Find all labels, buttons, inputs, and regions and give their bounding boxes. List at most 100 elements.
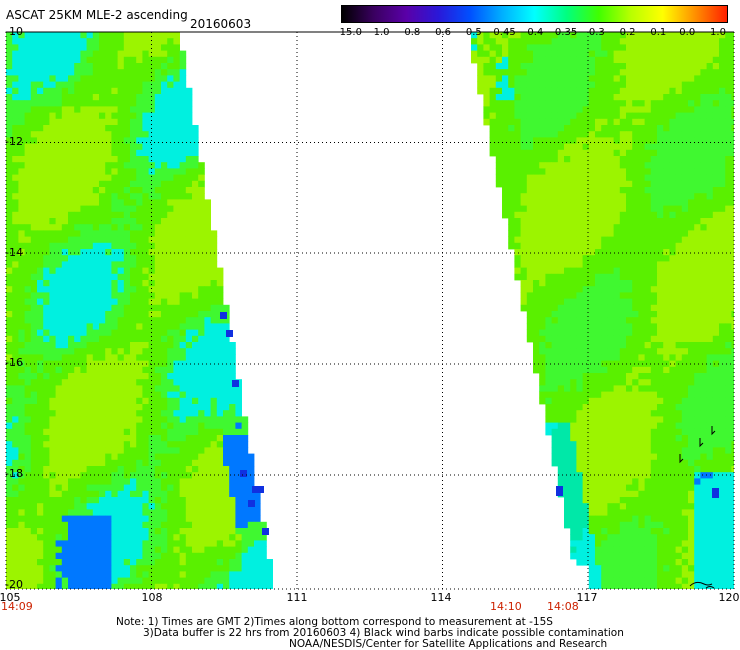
swath-cell	[607, 168, 614, 175]
swath-cell	[167, 230, 174, 237]
swath-cell	[632, 354, 639, 361]
swath-cell	[719, 311, 726, 318]
swath-cell	[663, 410, 670, 417]
swath-cell	[576, 435, 583, 442]
swath-cell	[725, 255, 732, 262]
swath-cell	[167, 211, 174, 219]
swath-cell	[105, 44, 112, 51]
swath-cell	[576, 236, 583, 244]
swath-cell	[725, 137, 732, 144]
swath-cell	[688, 311, 695, 318]
swath-cell	[626, 466, 633, 473]
swath-cell	[601, 466, 608, 473]
swath-cell	[68, 379, 75, 386]
swath-cell	[18, 100, 25, 107]
swath-cell	[681, 32, 689, 39]
swath-cell	[6, 335, 13, 343]
swath-cell	[731, 38, 734, 45]
swath-cell	[105, 360, 112, 368]
swath-cell	[731, 162, 734, 169]
swath-cell	[179, 75, 187, 82]
swath-cell	[136, 342, 143, 349]
swath-cell	[179, 205, 187, 213]
swath-cell	[117, 137, 125, 144]
swath-cell	[551, 32, 559, 39]
swath-cell	[719, 410, 726, 417]
swath-cell	[68, 199, 75, 206]
swath-cell	[130, 211, 137, 219]
swath-cell	[619, 156, 627, 163]
swath-cell	[508, 218, 515, 225]
swath-cell	[613, 56, 621, 64]
swath-cell	[706, 162, 714, 169]
swath-cell	[675, 230, 683, 237]
swath-cell	[706, 428, 714, 436]
swath-cell	[632, 304, 639, 312]
swath-cell	[657, 410, 664, 417]
swath-cell	[136, 230, 143, 237]
swath-cell	[37, 94, 44, 101]
swath-cell	[719, 205, 726, 213]
swath-cell	[99, 317, 106, 324]
swath-cell	[638, 81, 645, 89]
swath-cell	[489, 87, 497, 95]
swath-cell	[675, 63, 683, 70]
swath-cell	[663, 441, 670, 448]
swath-cell	[86, 360, 94, 368]
swath-cell	[601, 32, 608, 39]
swath-cell	[681, 125, 689, 132]
swath-cell	[6, 162, 13, 169]
swath-cell	[626, 273, 633, 281]
swath-cell	[557, 447, 565, 454]
swath-cell	[123, 416, 131, 423]
swath-cell	[601, 100, 608, 107]
swath-cell	[30, 242, 38, 250]
swath-cell	[533, 106, 540, 113]
swath-cell	[99, 131, 106, 138]
swath-cell	[12, 459, 19, 467]
swath-cell	[105, 112, 112, 120]
swath-cell	[105, 354, 112, 361]
swath-cell	[30, 100, 38, 107]
swath-cell	[731, 447, 734, 454]
swath-cell	[545, 211, 552, 219]
swath-cell	[539, 174, 546, 182]
swath-cell	[74, 342, 81, 349]
swath-cell	[223, 317, 230, 324]
swath-cell	[43, 435, 50, 442]
swath-cell	[68, 360, 75, 368]
swath-cell	[533, 112, 540, 120]
swath-cell	[86, 441, 94, 448]
swath-cell	[12, 249, 19, 256]
swath-cell	[564, 329, 571, 337]
swath-cell	[111, 397, 118, 405]
swath-cell	[533, 236, 540, 244]
swath-cell	[601, 242, 608, 250]
swath-cell	[719, 453, 726, 461]
swath-cell	[154, 323, 162, 330]
swath-cell	[483, 106, 490, 113]
swath-cell	[700, 180, 707, 188]
swath-cell	[514, 236, 521, 244]
swath-cell	[179, 410, 187, 417]
swath-cell	[61, 199, 69, 206]
swath-cell	[123, 335, 131, 343]
swath-cell	[61, 112, 69, 120]
swath-cell	[638, 335, 645, 343]
swath-cell	[204, 366, 211, 374]
swath-cell	[192, 174, 199, 182]
swath-cell	[595, 273, 602, 281]
swath-cell	[557, 273, 565, 281]
swath-cell	[688, 304, 695, 312]
swath-cell	[564, 416, 571, 423]
swath-cell	[6, 410, 13, 417]
swath-cell	[6, 137, 13, 144]
swath-cell	[588, 373, 596, 380]
swath-cell	[520, 224, 528, 231]
swath-cell	[588, 441, 596, 448]
swath-cell	[43, 273, 50, 281]
swath-cell	[688, 453, 695, 461]
swath-cell	[533, 255, 540, 262]
swath-cell	[37, 404, 44, 411]
swath-cell	[6, 69, 13, 76]
